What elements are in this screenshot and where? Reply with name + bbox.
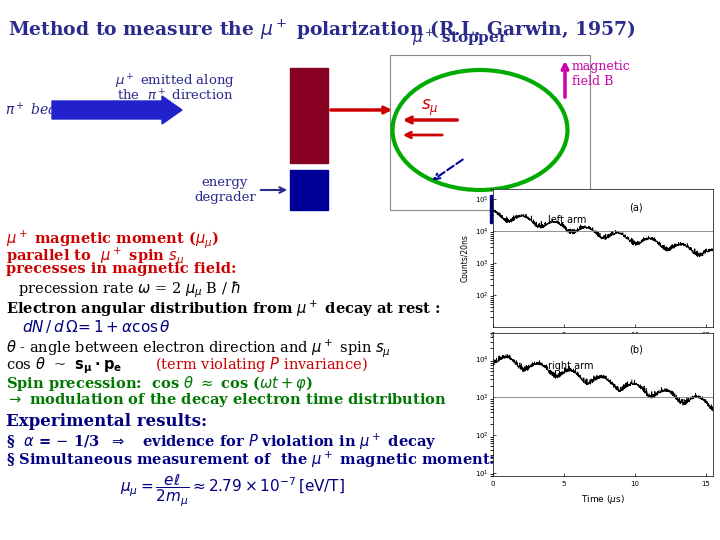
FancyArrow shape bbox=[52, 96, 182, 124]
Text: right arm: right arm bbox=[548, 361, 593, 371]
Text: § Simultaneous measurement of  the $\mu^+$ magnetic moment:: § Simultaneous measurement of the $\mu^+… bbox=[6, 450, 495, 470]
Text: energy
degrader: energy degrader bbox=[194, 176, 256, 204]
Text: §  $\alpha$ = $-$ 1/3  $\Rightarrow$   evidence for $\mathit{P}$ violation in $\: § $\alpha$ = $-$ 1/3 $\Rightarrow$ evide… bbox=[6, 432, 437, 453]
Text: $dN\,/\,d\,\Omega\!=1+\alpha\cos\theta$: $dN\,/\,d\,\Omega\!=1+\alpha\cos\theta$ bbox=[22, 318, 171, 335]
Text: Electron angular distribution from $\mu^+$ decay at rest :: Electron angular distribution from $\mu^… bbox=[6, 299, 441, 319]
Text: left arm: left arm bbox=[548, 215, 587, 225]
Bar bbox=[290, 170, 328, 210]
Bar bbox=[490, 195, 528, 223]
Text: $\rightarrow$ modulation of the decay electron time distribution: $\rightarrow$ modulation of the decay el… bbox=[6, 391, 447, 409]
Text: Method to measure the $\mu^+$ polarization (R.L. Garwin, 1957): Method to measure the $\mu^+$ polarizati… bbox=[8, 18, 635, 42]
Text: Decay electron
detector: Decay electron detector bbox=[535, 195, 631, 223]
Text: $\mu^+$ stopper: $\mu^+$ stopper bbox=[412, 28, 508, 48]
Text: Experimental results:: Experimental results: bbox=[6, 413, 207, 430]
Text: $\theta$ - angle between electron direction and $\mu^+$ spin $s_{\mu}$: $\theta$ - angle between electron direct… bbox=[6, 337, 391, 359]
Text: the  $\pi^+$ direction: the $\pi^+$ direction bbox=[117, 89, 233, 104]
Text: (a): (a) bbox=[629, 202, 643, 213]
X-axis label: Time ($\mu$s): Time ($\mu$s) bbox=[581, 492, 625, 505]
Text: $\mu^+$ magnetic moment ($\mu_{\mu}$): $\mu^+$ magnetic moment ($\mu_{\mu}$) bbox=[6, 228, 219, 250]
Text: $s_{\mu}$: $s_{\mu}$ bbox=[421, 98, 438, 118]
Text: (b): (b) bbox=[629, 345, 643, 355]
Text: parallel to  $\mu^+$ spin $s_{\mu}$: parallel to $\mu^+$ spin $s_{\mu}$ bbox=[6, 245, 184, 267]
Bar bbox=[390, 55, 590, 210]
Text: $\mu_\mu = \dfrac{e\ell}{2m_\mu} \approx 2.79\times10^{-7}\,[\mathrm{eV/T}]$: $\mu_\mu = \dfrac{e\ell}{2m_\mu} \approx… bbox=[120, 473, 345, 509]
Text: Spin precession:  cos $\theta$ $\approx$ cos ($\omega t+\varphi$): Spin precession: cos $\theta$ $\approx$ … bbox=[6, 374, 312, 393]
Text: precession rate $\omega$ = 2 $\mu_{\mu}$ B / $\hbar$: precession rate $\omega$ = 2 $\mu_{\mu}$… bbox=[18, 279, 241, 300]
Text: precesses in magnetic field:: precesses in magnetic field: bbox=[6, 262, 236, 276]
Text: magnetic
field B: magnetic field B bbox=[572, 60, 631, 88]
Bar bbox=[290, 68, 328, 163]
Text: $\mu^+$ emitted along: $\mu^+$ emitted along bbox=[115, 73, 235, 91]
Text: $\pi^+$ beam: $\pi^+$ beam bbox=[5, 102, 71, 119]
Y-axis label: Counts/20ns: Counts/20ns bbox=[460, 234, 469, 282]
Text: cos $\theta$  ~  $\mathbf{s_{\mu} \cdot p_e}$: cos $\theta$ ~ $\mathbf{s_{\mu} \cdot p_… bbox=[6, 355, 122, 376]
Text: (term violating $\mathit{P}$ invariance): (term violating $\mathit{P}$ invariance) bbox=[155, 355, 368, 374]
